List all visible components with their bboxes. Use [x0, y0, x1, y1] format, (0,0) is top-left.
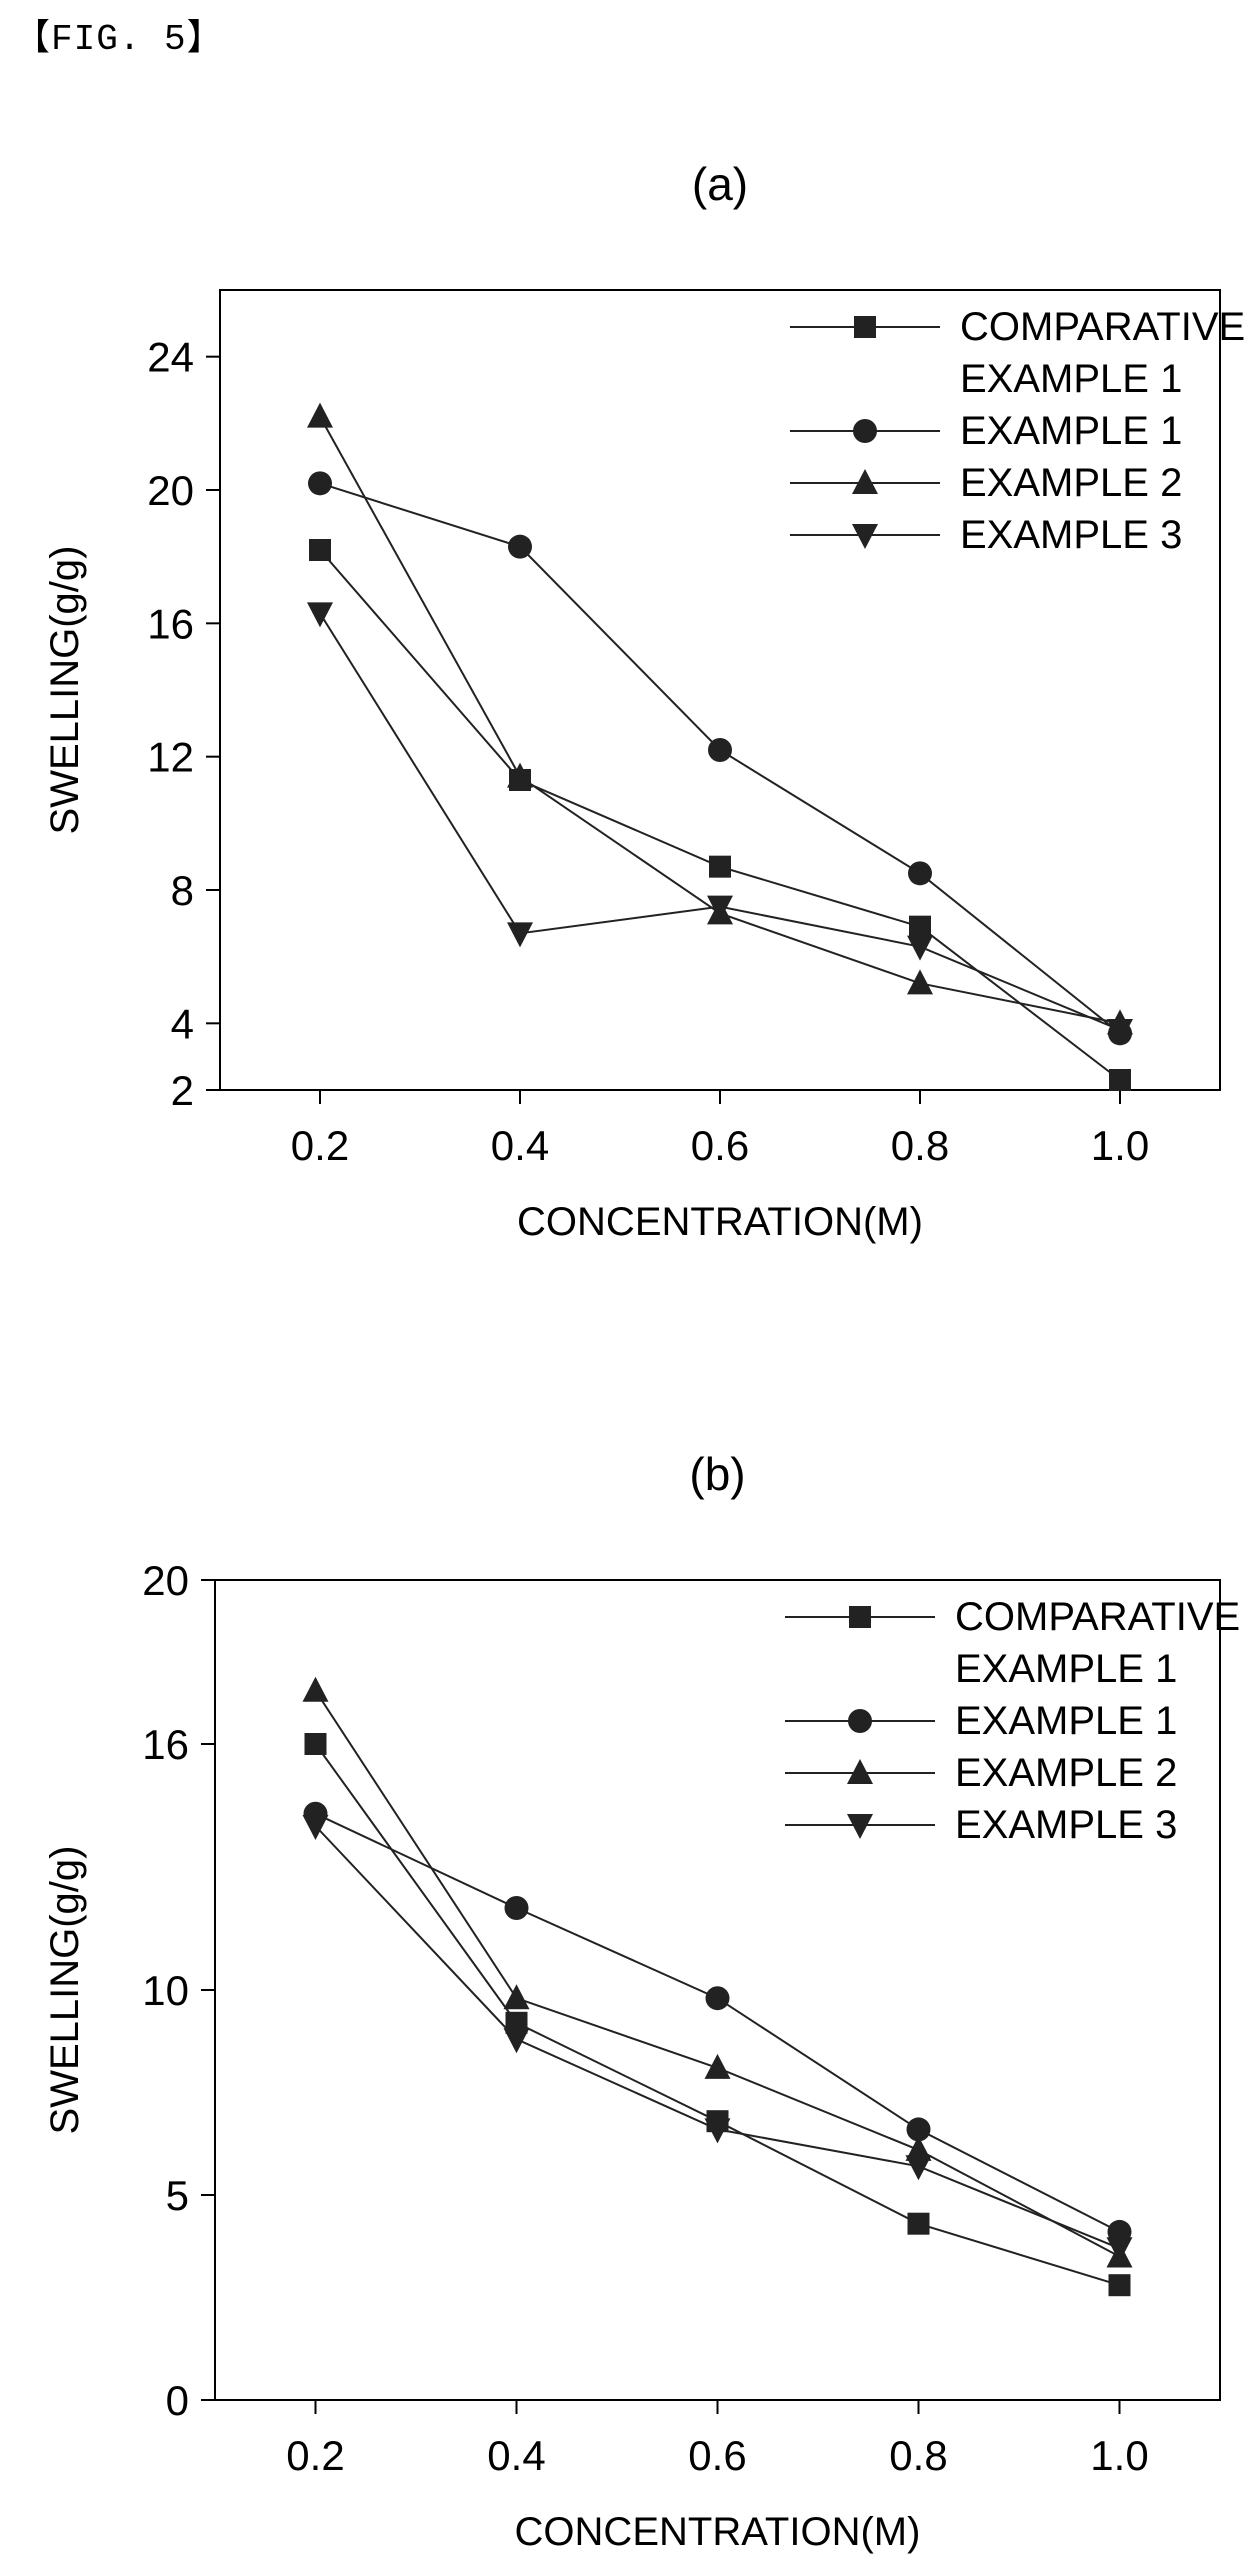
data-point [1109, 1069, 1131, 1091]
y-tick-label: 4 [171, 1000, 194, 1047]
data-point [507, 922, 533, 948]
legend-label: EXAMPLE 2 [960, 461, 1182, 505]
chart-title: (b) [689, 1448, 745, 1500]
chart-b: (b) 0 5 10 16 20 0.2 0.4 0.6 0.8 1.0 CONCENTRATION(… [43, 1448, 1240, 2554]
y-axis-label: SWELLING(g/g) [43, 1846, 87, 2135]
legend-marker [849, 1606, 871, 1628]
y-tick-label: 0 [166, 2377, 189, 2424]
x-tick-label: 1.0 [1091, 1122, 1149, 1169]
series-line [319, 612, 1121, 1031]
data-point [709, 855, 731, 878]
legend-marker [852, 469, 878, 494]
x-axis-label: CONCENTRATION(M) [515, 2510, 921, 2554]
x-axis-label: CONCENTRATION(M) [517, 1200, 923, 1244]
legend-label: EXAMPLE 1 [955, 1647, 1177, 1691]
data-point [503, 1984, 530, 2010]
data-point [908, 861, 932, 886]
data-point [905, 2155, 932, 2181]
legend-marker [853, 419, 877, 443]
data-point [503, 2028, 530, 2054]
x-tick-label: 1.0 [1090, 2432, 1148, 2479]
legend-label: EXAMPLE 1 [955, 1699, 1177, 1743]
series-4 [302, 1815, 1133, 2263]
data-point [508, 534, 532, 559]
x-tick-label: 0.4 [487, 2432, 545, 2479]
x-tick-label: 0.6 [691, 1122, 749, 1169]
data-point [304, 1733, 327, 1755]
x-tick-label: 0.8 [889, 2432, 947, 2479]
y-tick-label: 20 [147, 467, 194, 514]
series-2 [303, 1801, 1132, 2244]
legend: COMPARATIVE EXAMPLE 1 EXAMPLE 1 EXAMPLE 2 EX… [790, 305, 1245, 557]
data-point [308, 471, 332, 496]
data-point [704, 2118, 731, 2144]
legend-label: EXAMPLE 2 [955, 1751, 1177, 1795]
data-point [1107, 1019, 1133, 1044]
legend-marker [848, 1709, 872, 1733]
y-tick-label: 5 [166, 2172, 189, 2219]
legend-label: COMPARATIVE [955, 1595, 1240, 1639]
data-point [707, 895, 733, 921]
x-tick-label: 0.4 [491, 1122, 549, 1169]
y-axis-label: SWELLING(g/g) [43, 546, 87, 835]
legend-marker [852, 524, 878, 549]
data-point [309, 539, 331, 561]
data-point [504, 1896, 529, 1920]
data-point [705, 1986, 730, 2011]
series-1 [309, 539, 1131, 1091]
legend-label: EXAMPLE 1 [960, 357, 1182, 401]
legend-marker [854, 316, 876, 338]
data-point [907, 935, 933, 961]
data-point [1106, 2237, 1133, 2263]
data-point [909, 915, 931, 938]
y-tick-label: 2 [171, 1067, 194, 1114]
series-3 [302, 1676, 1133, 2268]
data-point [708, 738, 732, 762]
data-point [906, 2117, 931, 2142]
legend-label: COMPARATIVE [960, 305, 1245, 349]
figure-label: 【FIG. 5】 [14, 19, 224, 60]
y-tick-label: 24 [147, 334, 194, 381]
y-tick-label: 16 [142, 1721, 189, 1768]
legend-marker [847, 1814, 873, 1839]
data-point [302, 1815, 329, 1840]
legend-label: EXAMPLE 3 [955, 1803, 1177, 1847]
series-line [319, 416, 1121, 1025]
x-tick-label: 0.8 [891, 1122, 949, 1169]
series-line [319, 549, 1121, 1081]
data-point [507, 762, 533, 788]
y-tick-label: 10 [142, 1967, 189, 2014]
legend: COMPARATIVE EXAMPLE 1 EXAMPLE 1 EXAMPLE 2 EX… [785, 1595, 1240, 1847]
data-point [307, 402, 333, 428]
legend-marker [847, 1759, 873, 1784]
data-point [1108, 2274, 1131, 2297]
data-point [905, 2135, 932, 2161]
y-tick-label: 16 [147, 600, 194, 647]
series-2 [308, 471, 1132, 1046]
legend-label: EXAMPLE 1 [960, 409, 1182, 453]
x-tick-label: 0.2 [286, 2432, 344, 2479]
chart-title: (a) [692, 158, 748, 210]
x-tick-label: 0.2 [291, 1122, 349, 1169]
y-tick-label: 12 [147, 734, 194, 781]
series-4 [307, 602, 1133, 1044]
data-point [704, 2053, 731, 2079]
data-point [907, 2212, 930, 2235]
data-point [907, 969, 933, 995]
series-line [314, 1825, 1120, 2250]
data-point [307, 602, 333, 628]
y-tick-label: 20 [142, 1557, 189, 1604]
legend-label: EXAMPLE 3 [960, 513, 1182, 557]
x-tick-label: 0.6 [688, 2432, 746, 2479]
data-point [302, 1676, 329, 1702]
y-tick-label: 8 [171, 867, 194, 914]
